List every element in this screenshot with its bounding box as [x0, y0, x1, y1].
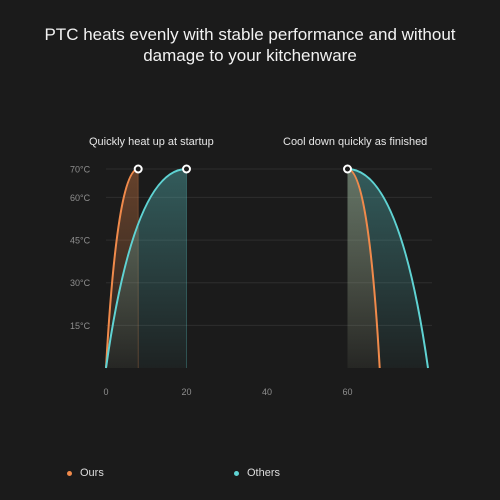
- annotation-heat-up: Quickly heat up at startup: [89, 136, 214, 148]
- chart-title-line-2: damage to your kitchenware: [143, 46, 357, 65]
- y-tick-label: 15°C: [70, 321, 91, 331]
- x-tick-label: 40: [262, 387, 272, 397]
- x-tick-label: 20: [181, 387, 191, 397]
- peak-point: [343, 164, 352, 174]
- legend-item-ours: Ours: [67, 467, 104, 479]
- chart-title-line-1: PTC heats evenly with stable performance…: [44, 25, 456, 44]
- peak-point: [182, 164, 191, 174]
- series-curves: [105, 168, 429, 369]
- y-tick-label: 45°C: [70, 236, 91, 246]
- peak-markers: [133, 164, 352, 174]
- chart-title: PTC heats evenly with stable performance…: [0, 24, 500, 66]
- legend-label-others: Others: [247, 467, 281, 479]
- legend-item-others: Others: [234, 467, 280, 479]
- annotation-cool-down: Cool down quickly as finished: [283, 136, 428, 148]
- area-fills: [106, 169, 428, 368]
- x-tick-label: 0: [103, 387, 108, 397]
- y-tick-label: 30°C: [70, 278, 91, 288]
- y-tick-label: 60°C: [70, 193, 91, 203]
- cool-curve-ours: [347, 168, 381, 369]
- legend-label-ours: Ours: [80, 467, 104, 479]
- x-tick-label: 60: [342, 387, 352, 397]
- tick-labels: 15°C 30°C 45°C 60°C 70°C 0 20 40 60: [70, 165, 353, 398]
- legend-dot-ours: [67, 470, 72, 476]
- cool-curve-others: [347, 168, 429, 369]
- heat-curve-ours: [105, 168, 139, 369]
- heat-curve-others: [105, 168, 187, 369]
- cool-area-others: [347, 169, 428, 368]
- legend-dot-others: [234, 470, 239, 476]
- peak-point: [133, 164, 143, 174]
- heat-area-others: [106, 169, 187, 368]
- y-tick-label: 70°C: [70, 165, 91, 175]
